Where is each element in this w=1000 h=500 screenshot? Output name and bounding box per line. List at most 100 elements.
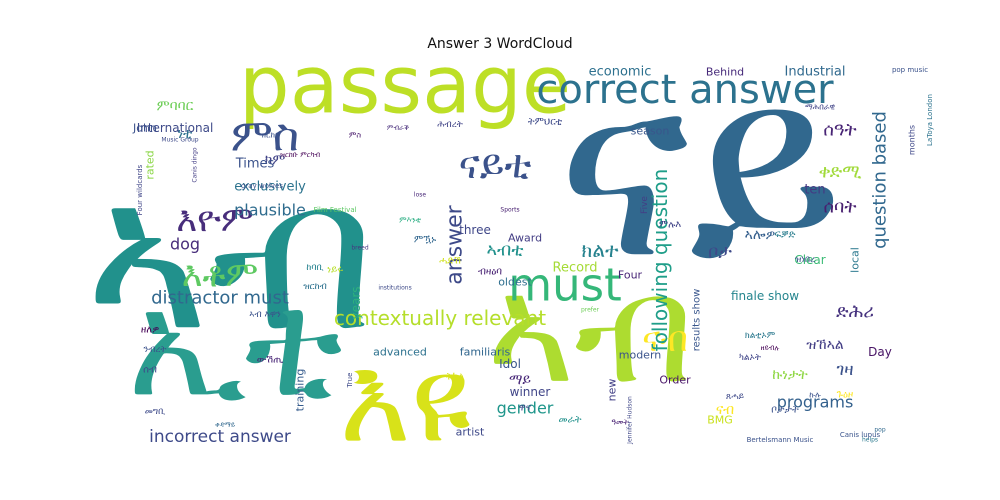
word-19: ሰዓት <box>823 120 856 141</box>
word-12: ናብ <box>642 320 688 360</box>
word-68: results show <box>692 289 703 352</box>
word-31: ማይ <box>509 372 531 388</box>
word-61: artist <box>456 426 485 439</box>
word-58: familiaris <box>460 346 511 359</box>
word-52: Clear <box>794 253 825 267</box>
word-46: Record <box>553 261 598 276</box>
word-73: pop music <box>892 66 928 74</box>
word-51: Day <box>868 345 892 359</box>
word-0: ናይ <box>557 23 843 314</box>
word-50: winner <box>510 385 551 399</box>
word-107: ዋና <box>519 403 532 414</box>
word-118: ኩሉ <box>809 391 821 400</box>
word-75: Canis dingo <box>192 147 199 182</box>
word-45: three <box>459 223 491 237</box>
word-104: ሰብ <box>143 365 157 376</box>
word-110: ቀዳማይ <box>215 421 236 429</box>
word-59: Order <box>659 374 691 387</box>
word-49: Idol <box>499 357 521 371</box>
word-114: ዝርከቡ ምርካብ <box>280 151 321 159</box>
word-30: ናብ <box>716 402 734 418</box>
word-18: answer <box>443 204 468 284</box>
word-34: ገዛ <box>836 360 853 380</box>
word-47: finale show <box>731 289 799 303</box>
word-113: መግቢ <box>145 407 165 417</box>
word-23: ድሕሪ <box>836 302 874 323</box>
word-78: Film Festival <box>313 206 356 214</box>
word-64: Behind <box>706 66 744 79</box>
word-33: ነቲ <box>177 126 193 142</box>
word-115: ምብራቕ <box>387 124 409 132</box>
word-2: ኣብ <box>486 243 693 417</box>
word-92: ትምህርቲ <box>528 117 563 128</box>
word-29: dog <box>170 235 200 254</box>
word-35: ዝኸኣል <box>806 337 844 353</box>
word-16: distractor must <box>151 288 289 309</box>
word-79: Jennifer Hudson <box>627 396 634 445</box>
word-106: መራት <box>559 415 582 426</box>
word-95: ብዛዕባ <box>478 267 502 278</box>
word-101: ውሽጢ <box>257 355 284 366</box>
word-40: Industrial <box>785 65 846 80</box>
word-57: advanced <box>373 346 427 359</box>
word-9: እዮም <box>176 200 253 240</box>
word-98: ፍቓድ <box>775 230 796 241</box>
word-117: ምእንቲ <box>399 216 421 225</box>
word-4: ኢቲ <box>128 261 343 430</box>
word-55: oldest <box>498 276 532 289</box>
word-65: training <box>294 369 307 412</box>
word-22: ቦታ <box>708 242 732 263</box>
word-3: passage <box>239 39 571 132</box>
word-103: ዘለዎ <box>141 325 159 336</box>
word-10: ናይቲ <box>459 142 532 188</box>
word-89: pop <box>874 427 885 434</box>
word-21: ሰባት <box>823 197 856 218</box>
word-17: incorrect answer <box>149 427 291 447</box>
word-63: John <box>132 122 157 135</box>
word-6: correct answer <box>536 67 834 113</box>
word-27: programs <box>777 393 854 412</box>
word-77: gray wolves <box>241 182 283 190</box>
word-96: ሓድሽ <box>439 256 461 267</box>
word-85: lose <box>414 192 426 199</box>
word-123: ዝነበረ <box>795 255 815 265</box>
word-28: gender <box>497 399 554 418</box>
word-42: Times <box>235 157 275 172</box>
word-84: breed <box>351 245 369 252</box>
word-83: Sports <box>500 207 519 214</box>
word-93: ከባቢ <box>306 263 323 273</box>
word-80: Bertelsmann Music <box>747 436 814 444</box>
word-26: plausible <box>234 201 306 220</box>
word-87: prefer <box>581 307 600 314</box>
word-81: Canis lupus <box>840 431 881 439</box>
word-119: ዓመት <box>611 418 629 427</box>
word-74: Music Group <box>161 137 198 144</box>
word-53: Four <box>618 269 643 282</box>
word-86: institutions <box>378 285 411 292</box>
word-99: ምዃኑ <box>414 235 436 246</box>
word-121: ጸሓይ <box>726 392 745 402</box>
word-14: question based <box>870 111 891 249</box>
word-11: እቶም <box>182 255 258 295</box>
word-24: ክልተ <box>582 238 619 262</box>
word-100: ቦታታት <box>771 405 799 416</box>
word-122: ማሕበራዊ <box>805 103 836 112</box>
word-91: ምስ <box>349 131 361 140</box>
word-13: following question <box>648 169 672 352</box>
word-37: ኩነታት <box>772 367 808 383</box>
word-15: contextually relevant <box>334 306 546 330</box>
word-44: ten <box>804 183 825 198</box>
word-70: Five <box>640 196 650 214</box>
word-56: modern <box>619 349 662 362</box>
word-43: exclusively <box>234 180 306 195</box>
word-116: ሕብረት <box>437 120 463 130</box>
word-25: ኣብቲ <box>487 240 524 261</box>
chart-title: Answer 3 WordCloud <box>427 36 573 52</box>
word-67: local <box>849 247 862 273</box>
word-88: helps <box>862 437 878 444</box>
word-76: Four wildcards <box>136 164 144 215</box>
word-72: LaToya London <box>926 94 934 146</box>
word-102: ነይሩ <box>327 265 343 276</box>
word-60: BMG <box>707 414 733 427</box>
word-120: ትካል <box>446 372 465 383</box>
